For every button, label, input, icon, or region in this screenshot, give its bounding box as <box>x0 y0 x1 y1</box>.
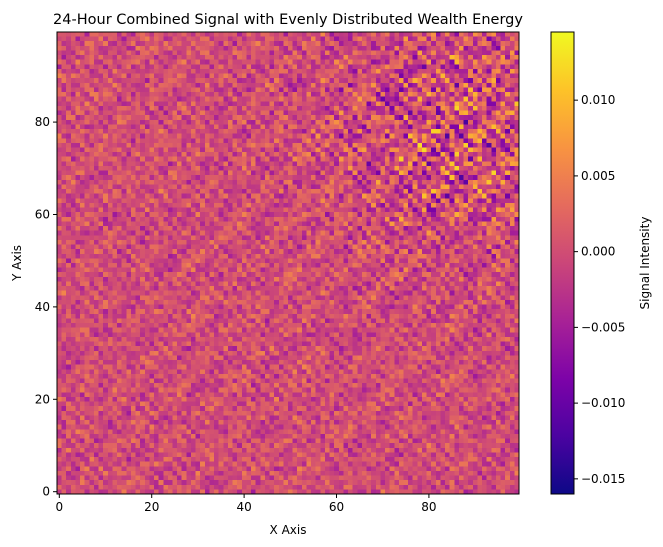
colorbar-tick-label: −0.015 <box>581 472 625 486</box>
colorbar-tick-label: −0.005 <box>581 320 625 334</box>
x-axis-label: X Axis <box>270 523 307 537</box>
x-tick-label: 40 <box>236 500 251 514</box>
heatmap-plot-area <box>56 31 520 495</box>
colorbar-label: Signal Intensity <box>638 217 652 310</box>
heatmap-image <box>57 32 519 494</box>
x-axis-ticks: 0 20 40 60 80 <box>55 494 437 514</box>
colorbar-tick-label: 0.010 <box>581 93 615 107</box>
colorbar-tick-label: 0.000 <box>581 245 615 259</box>
y-tick-label: 80 <box>35 115 50 129</box>
colorbar-gradient <box>550 31 575 495</box>
plot-frame <box>56 31 520 495</box>
x-tick-label: 60 <box>329 500 344 514</box>
x-tick-label: 20 <box>144 500 159 514</box>
x-tick-label: 0 <box>55 500 63 514</box>
x-tick-label: 80 <box>421 500 436 514</box>
colorbar-ticks: 0.010 0.005 0.000 −0.005 −0.010 −0.015 <box>574 93 625 486</box>
y-tick-label: 60 <box>35 207 50 221</box>
y-tick-label: 0 <box>42 485 50 499</box>
y-tick-label: 20 <box>35 392 50 406</box>
y-axis-label: Y Axis <box>10 245 24 282</box>
colorbar: 0.010 0.005 0.000 −0.005 −0.010 −0.015 Signal… <box>550 31 652 495</box>
colorbar-tick-label: −0.010 <box>581 396 625 410</box>
chart-title: 24-Hour Combined Signal with Evenly Dist… <box>53 12 523 28</box>
colorbar-tick-label: 0.005 <box>581 169 615 183</box>
y-tick-label: 40 <box>35 300 50 314</box>
y-axis-ticks: 0 20 40 60 80 <box>35 115 57 499</box>
